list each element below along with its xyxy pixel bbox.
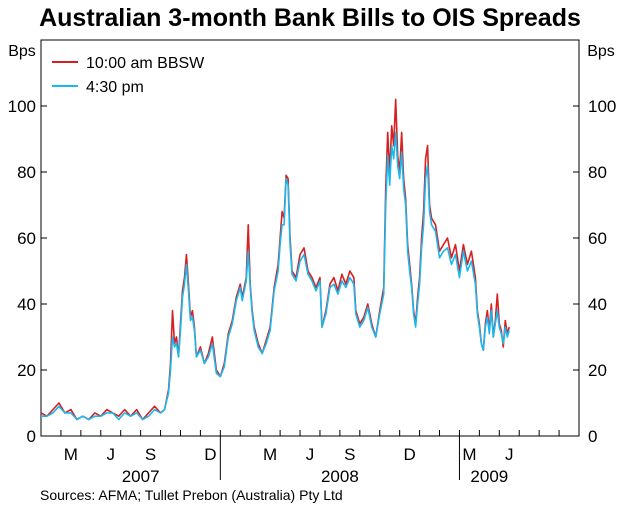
y-tick-label-left-2: 40 bbox=[17, 295, 36, 314]
y-tick-label-left-3: 60 bbox=[17, 229, 36, 248]
x-year-label-1: 2008 bbox=[321, 467, 359, 486]
x-year-label-0: 2007 bbox=[122, 467, 160, 486]
legend-label-bbsw: 10:00 am BBSW bbox=[86, 55, 205, 72]
x-axis-ticks: M J S D M J S D M J 2007 2008 2009 bbox=[60, 430, 560, 486]
x-month-label-6: S bbox=[344, 445, 355, 464]
chart-title: Australian 3-month Bank Bills to OIS Spr… bbox=[39, 4, 581, 32]
series-line-430pm bbox=[41, 131, 511, 421]
x-month-label-8: M bbox=[462, 445, 476, 464]
y-tick-label-right-1: 20 bbox=[588, 361, 607, 380]
source-note: Sources: AFMA; Tullet Prebon (Australia)… bbox=[40, 487, 343, 503]
x-month-label-7: D bbox=[403, 445, 415, 464]
y-tick-label-right-2: 40 bbox=[588, 295, 607, 314]
y-tick-label-right-5: 100 bbox=[588, 97, 616, 116]
y-axis-unit-right: Bps bbox=[587, 43, 615, 60]
x-month-label-3: D bbox=[204, 445, 216, 464]
x-month-label-1: J bbox=[106, 445, 115, 464]
legend-label-430pm: 4:30 pm bbox=[86, 79, 144, 96]
y-tick-label-right-3: 60 bbox=[588, 229, 607, 248]
x-month-label-9: J bbox=[505, 445, 514, 464]
y-tick-label-left-0: 0 bbox=[27, 427, 36, 446]
y-tick-label-left-1: 20 bbox=[17, 361, 36, 380]
series-lines bbox=[40, 98, 511, 421]
plot-frame bbox=[40, 39, 580, 437]
x-month-label-2: S bbox=[145, 445, 156, 464]
x-year-label-2: 2009 bbox=[470, 467, 508, 486]
y-axis-unit-left: Bps bbox=[8, 43, 36, 60]
legend: 10:00 am BBSW 4:30 pm bbox=[52, 55, 205, 96]
y-tick-label-right-4: 80 bbox=[588, 163, 607, 182]
y-axis-ticks: 0 0 20 20 40 40 60 60 80 80 100 100 bbox=[8, 97, 617, 446]
y-tick-label-left-5: 100 bbox=[8, 97, 36, 116]
x-month-label-0: M bbox=[64, 445, 78, 464]
x-month-label-5: J bbox=[306, 445, 315, 464]
y-tick-label-right-0: 0 bbox=[588, 427, 597, 446]
series-line-bbsw bbox=[40, 98, 511, 421]
x-month-label-4: M bbox=[263, 445, 277, 464]
y-tick-label-left-4: 80 bbox=[17, 163, 36, 182]
